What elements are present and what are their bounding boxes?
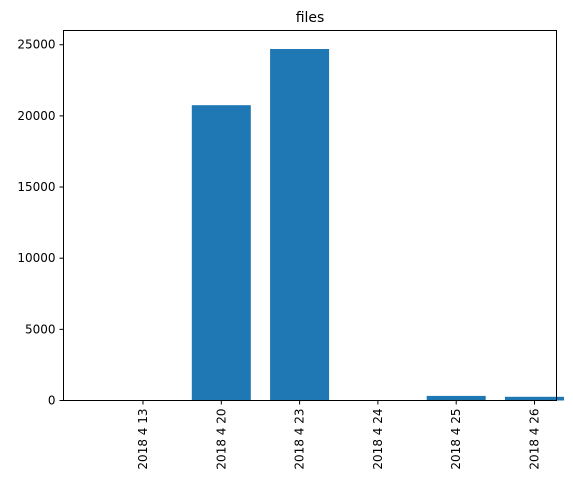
x-tick-label: 2018 4 13 [136,409,150,470]
x-axis: 2018 4 13 2018 4 20 2018 4 23 2018 4 24 2018… [136,400,542,470]
x-tick-label: 2018 4 23 [293,409,307,470]
bar-2018-4-25 [426,395,486,401]
bar-2018-4-20 [191,105,251,401]
y-tick-label: 25000 [17,38,55,52]
y-tick-label: 10000 [17,251,55,265]
y-tick-label: 5000 [25,322,56,336]
x-tick-label: 2018 4 24 [371,409,385,470]
y-tick-label: 15000 [17,180,55,194]
bars-group [191,49,564,401]
y-axis: 0 5000 10000 15000 20000 25000 [17,38,64,408]
bar-2018-4-26 [505,396,564,401]
plot-frame [63,30,557,401]
x-tick-label: 2018 4 26 [528,409,542,470]
chart-title: files [296,10,325,26]
x-tick-label: 2018 4 20 [214,409,228,470]
y-tick-label: 0 [48,394,56,408]
bar-2018-4-23 [270,49,330,401]
x-tick-label: 2018 4 25 [449,409,463,470]
y-tick-label: 20000 [17,109,55,123]
